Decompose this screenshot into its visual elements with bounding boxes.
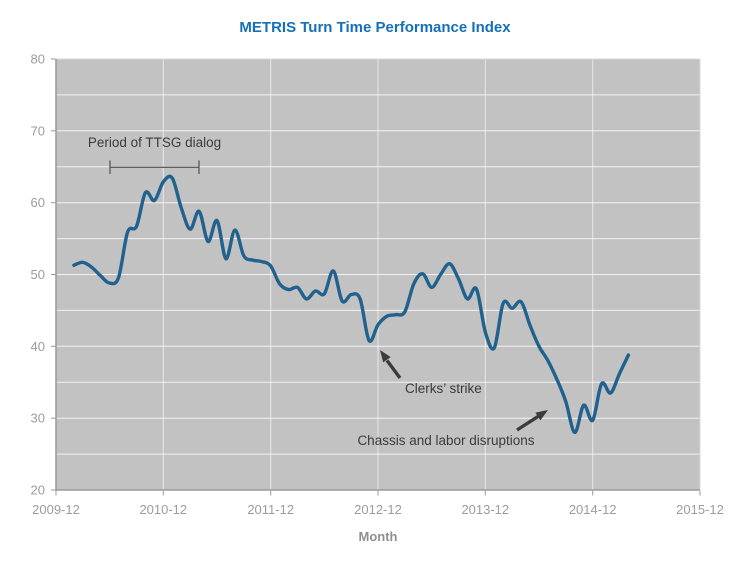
annotation-chassis-label: Chassis and labor disruptions — [357, 433, 534, 448]
series-line — [72, 174, 631, 435]
annotation-clerks-strike: Clerks’ strike — [380, 350, 482, 396]
annotation-clerks-label: Clerks’ strike — [405, 381, 482, 396]
x-tick-label: 2012-12 — [354, 502, 402, 517]
range-bracket — [109, 160, 200, 174]
plot-frame — [55, 58, 701, 491]
up-right-arrowhead-icon — [535, 410, 548, 421]
y-tick-label: 50 — [31, 267, 45, 282]
y-tick-label: 80 — [31, 52, 45, 67]
x-tick-labels: 2009-12 2010-12 2011-12 2012-12 2013-12 2014-… — [32, 502, 724, 517]
x-tick-label: 2013-12 — [461, 502, 509, 517]
up-right-arrow-icon — [516, 414, 540, 432]
annotation-ttsg-dialog: Period of TTSG dialog — [88, 135, 221, 174]
series-line-group — [72, 174, 631, 435]
x-tick-label: 2011-12 — [247, 502, 294, 517]
x-tick-label: 2015-12 — [676, 502, 724, 517]
y-tick-label: 60 — [31, 195, 45, 210]
x-tick-label: 2010-12 — [139, 502, 187, 517]
tick-marks — [51, 58, 701, 496]
y-tick-label: 70 — [31, 123, 45, 138]
annotation-ttsg-label: Period of TTSG dialog — [88, 135, 221, 150]
annotation-chassis-disruptions: Chassis and labor disruptions — [357, 410, 548, 448]
y-tick-label: 40 — [31, 339, 45, 354]
y-tick-labels: 20 30 40 50 60 70 80 — [31, 52, 45, 498]
chart-title: METRIS Turn Time Performance Index — [239, 19, 511, 36]
x-tick-label: 2009-12 — [32, 502, 80, 517]
y-tick-label: 30 — [31, 411, 45, 426]
x-axis-title: Month — [359, 529, 398, 544]
y-tick-label: 20 — [31, 483, 45, 498]
up-left-arrowhead-icon — [380, 350, 391, 363]
x-tick-label: 2014-12 — [569, 502, 617, 517]
up-left-arrow-icon — [385, 359, 402, 380]
